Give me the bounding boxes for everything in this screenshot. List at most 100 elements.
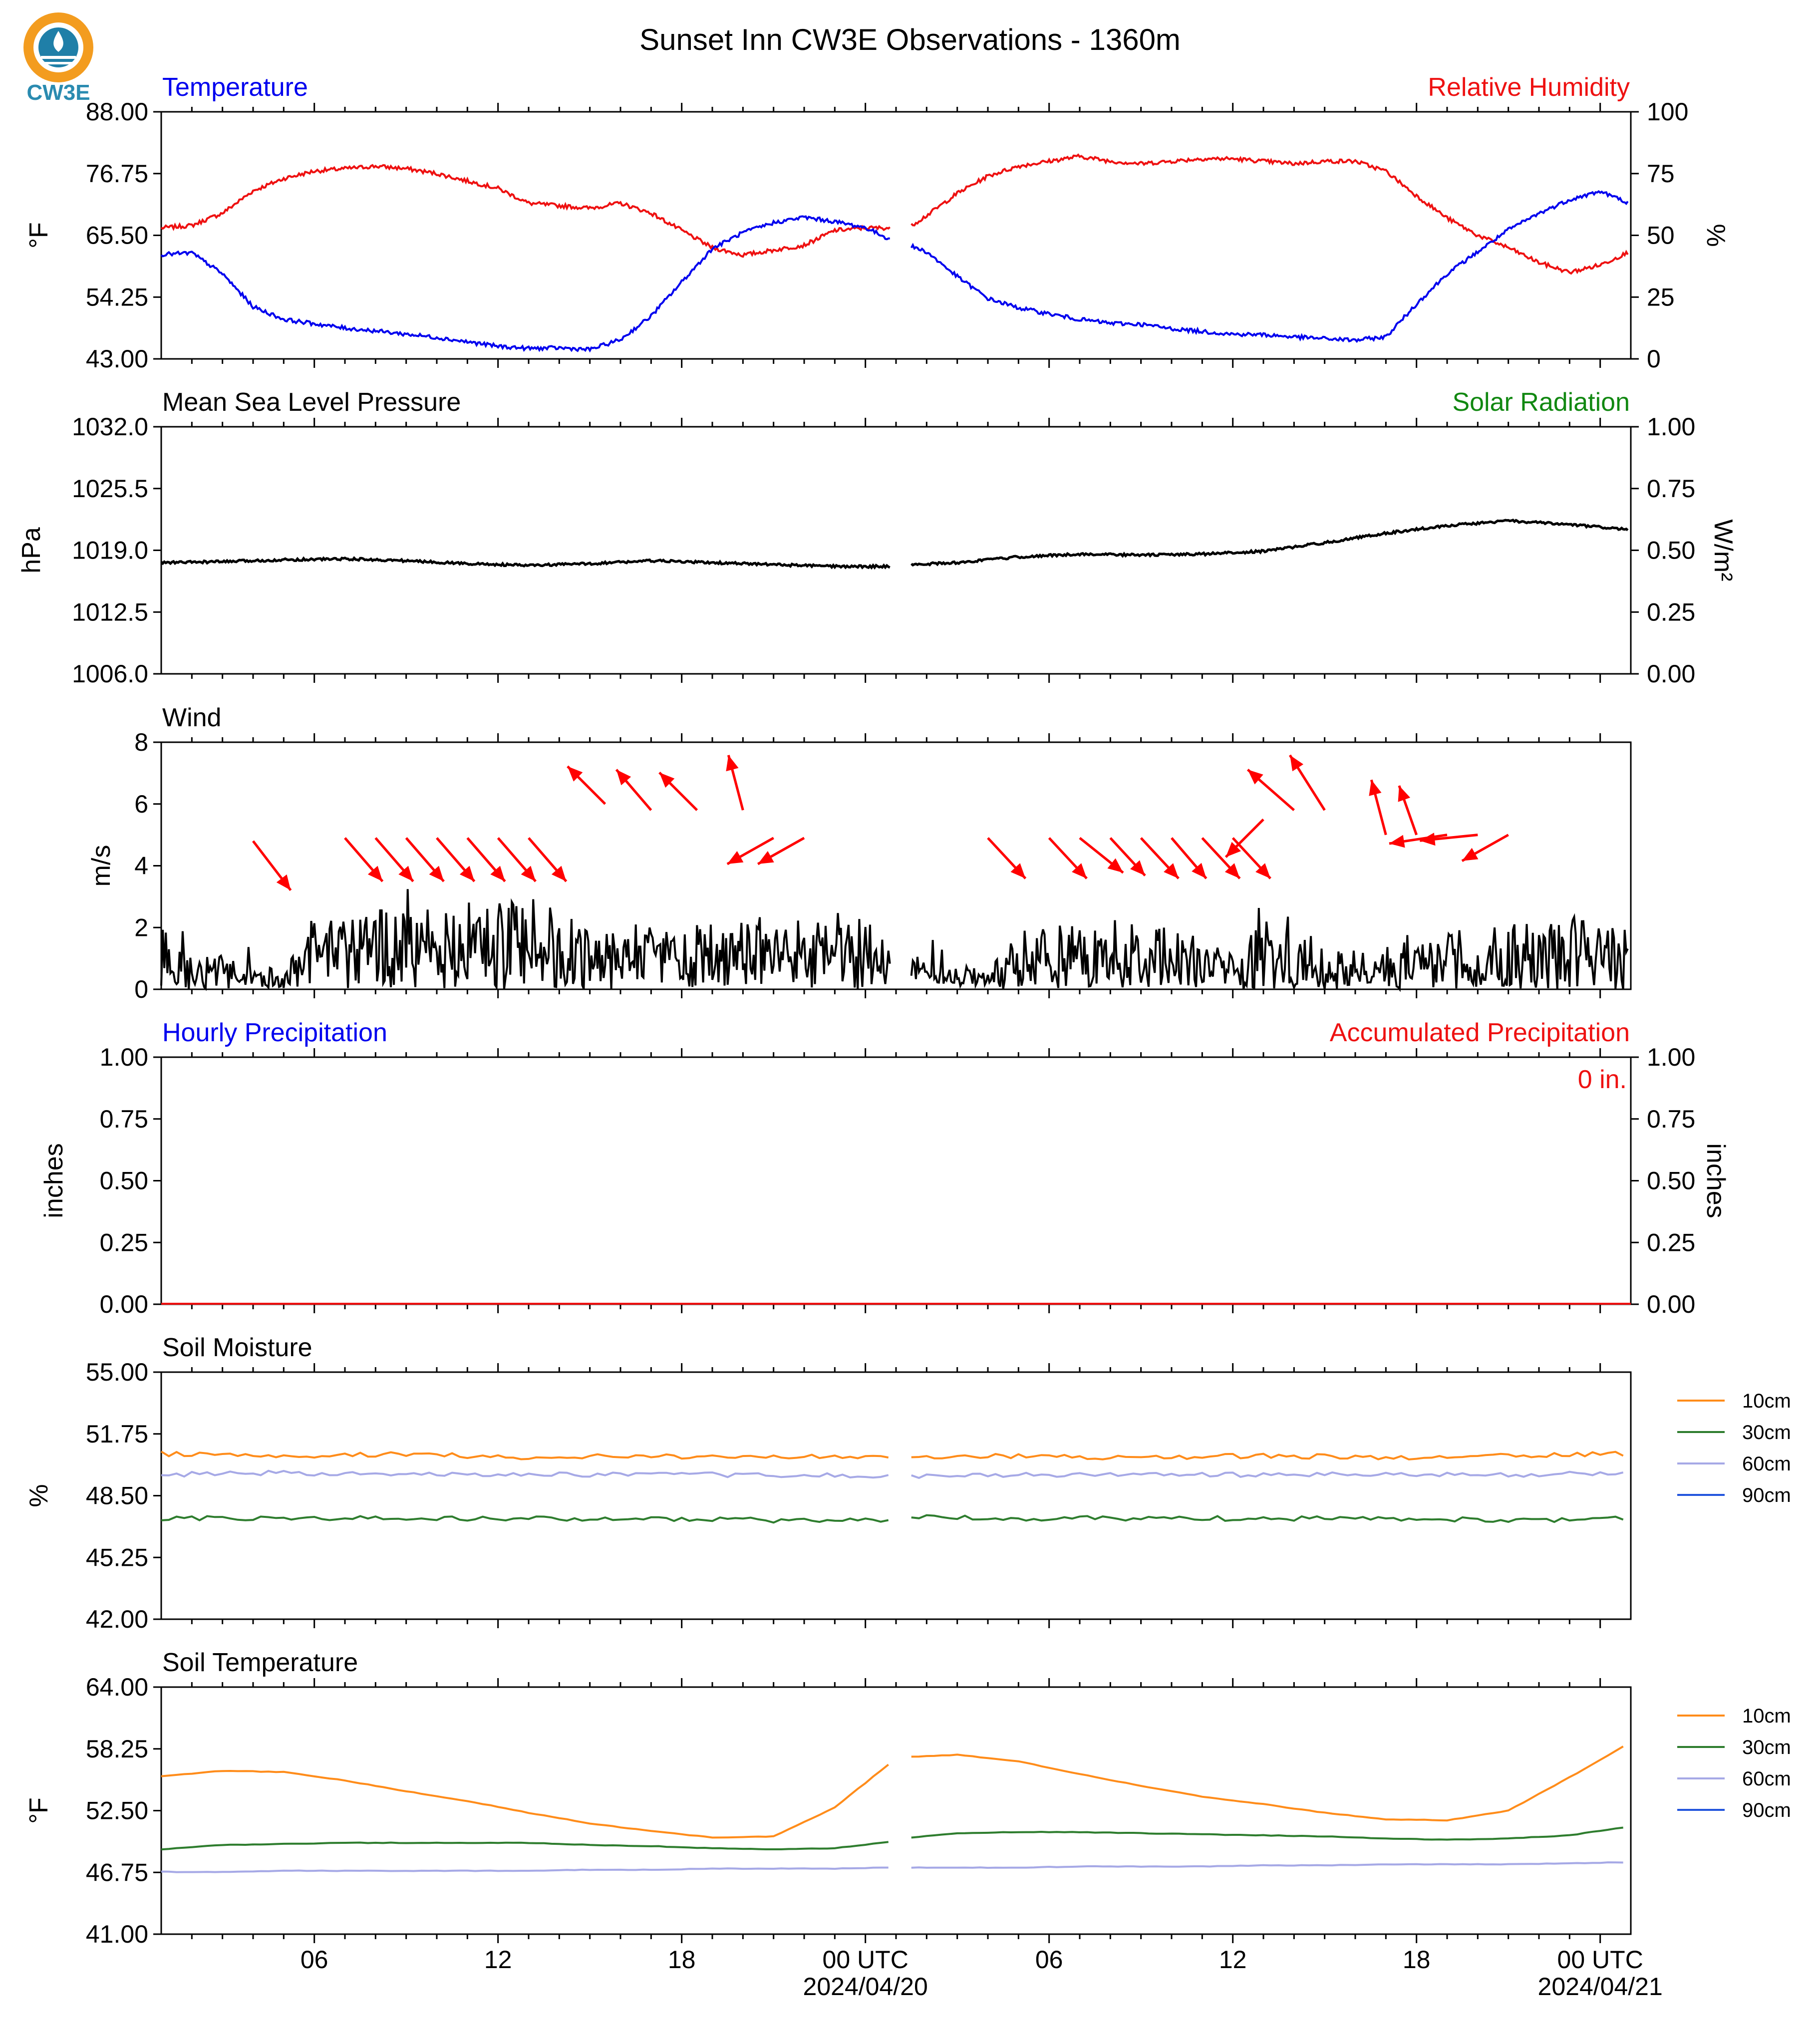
wind-direction-arrow-icon [1079, 837, 1124, 874]
wind-arrow-head [567, 766, 583, 782]
panel-frame [160, 111, 1632, 360]
wind-arrow-head [429, 866, 444, 881]
humidity-line [160, 153, 1629, 275]
y-tick-label-left: 4 [134, 852, 148, 880]
panel-title-left: Temperature [162, 73, 308, 102]
wind-direction-arrow-icon [252, 840, 292, 891]
wind-arrow-head [1224, 863, 1240, 878]
y-axis-label-left: hPa [17, 527, 46, 574]
wind-arrow-head [727, 851, 744, 864]
y-tick-label-left: 46.75 [86, 1858, 148, 1886]
y-tick-label-right: 50 [1647, 222, 1675, 250]
panel-title-left: Hourly Precipitation [162, 1018, 387, 1047]
wind-direction-arrow-icon [567, 765, 607, 805]
wind-direction-arrow-icon [987, 837, 1027, 879]
wind-arrow-head [1369, 780, 1382, 796]
wind-arrow-head [1389, 835, 1405, 848]
y-axis-label-right: inches [1701, 1143, 1730, 1218]
y-tick-label-right: 1.00 [1647, 413, 1695, 441]
y-tick-label-left: 51.75 [86, 1420, 148, 1448]
soil-line-60cm [161, 1861, 1623, 1873]
wind-arrow-head [1107, 858, 1123, 873]
y-tick-label-right: 0.75 [1647, 475, 1695, 503]
date-label: 2024/04/20 [803, 1973, 928, 2001]
y-tick-label-left: 58.25 [86, 1735, 148, 1763]
logo-text: CW3E [26, 80, 90, 105]
wind-arrow-head [1192, 863, 1207, 878]
y-tick-label-left: 1032.0 [72, 413, 148, 441]
legend-label: 60cm [1742, 1768, 1791, 1790]
panel-frame [160, 1686, 1632, 1935]
x-tick-label: 12 [484, 1946, 512, 1974]
y-tick-label-left: 1006.0 [72, 660, 148, 688]
wind-arrow-head [1010, 863, 1026, 878]
panel-title-left: Mean Sea Level Pressure [162, 388, 461, 417]
y-tick-label-left: 1019.0 [72, 537, 148, 565]
panel-frame [160, 1056, 1632, 1305]
y-tick-label-left: 54.25 [86, 283, 148, 311]
soil-line-60cm [161, 1469, 1624, 1479]
panel-soil_moisture: 42.00 45.25 48.50 51.75 55.00 Soil Moisture% 1… [24, 1333, 1791, 1633]
x-tick-label: 18 [668, 1946, 696, 1974]
panel-precipitation: 0.00 0.25 0.50 0.75 1.00 0.00 0.25 0.50 0.75 1.00… [39, 1018, 1730, 1318]
wind-direction-arrow-icon [726, 837, 774, 866]
y-tick-label-left: 42.00 [86, 1605, 148, 1633]
panel-pressure_solar: 1006.0 1012.5 1019.0 1025.5 1032.0 0.00 0.25 0.… [17, 388, 1738, 688]
panel-temperature_humidity: 43.00 54.25 65.50 76.75 88.00 0 25 50 75 100 Tempe… [24, 73, 1730, 373]
wind-direction-arrow-icon [1420, 833, 1478, 846]
y-tick-label-left: 6 [134, 790, 148, 818]
x-tick-label: 18 [1403, 1946, 1431, 1974]
x-tick-label: 06 [301, 1946, 328, 1974]
wind-arrow-head [1225, 842, 1241, 858]
wind-arrow-head [1462, 848, 1479, 861]
y-tick-label-left: 52.50 [86, 1797, 148, 1825]
panels: 43.00 54.25 65.50 76.75 88.00 0 25 50 75 100 Tempe… [17, 73, 1791, 1948]
panel-title-left: Soil Temperature [162, 1648, 358, 1677]
panel-frame [160, 1371, 1632, 1620]
soil-line-30cm [161, 1826, 1623, 1851]
wind-direction-arrow-icon [1398, 785, 1418, 836]
wind-direction-arrow-icon [615, 769, 652, 811]
y-tick-label-right: 1.00 [1647, 1043, 1695, 1071]
panel-title-left: Soil Moisture [162, 1333, 312, 1362]
wind-arrow-head [726, 755, 739, 772]
accumulated-total-annotation: 0 in. [1578, 1065, 1627, 1094]
panel-title-right: Accumulated Precipitation [1330, 1018, 1630, 1047]
wind-arrow-head [551, 866, 567, 881]
legend-label: 30cm [1742, 1737, 1791, 1758]
y-tick-label-right: 75 [1647, 160, 1675, 188]
y-tick-label-left: 0.75 [100, 1105, 148, 1133]
x-tick-label: 00 UTC [1557, 1946, 1643, 1974]
panel-title-right: Relative Humidity [1428, 73, 1630, 102]
wind-arrow-head [1420, 833, 1436, 846]
logo-wave-2 [44, 62, 73, 64]
y-tick-label-right: 0 [1647, 345, 1661, 373]
panel-frame [160, 426, 1632, 675]
wind-arrow-head [490, 866, 505, 881]
y-tick-label-left: 48.50 [86, 1482, 148, 1510]
y-tick-label-left: 55.00 [86, 1358, 148, 1386]
wind-direction-arrow-icon [757, 837, 805, 866]
wind-direction-arrow-icon [1109, 837, 1146, 876]
wind-arrow-head [659, 772, 675, 788]
panel-title-left: Wind [162, 703, 221, 732]
x-tick-label: 06 [1035, 1946, 1063, 1974]
panel-soil_temperature: 41.00 46.75 52.50 58.25 64.00 Soil Temperatur… [24, 1648, 1791, 1948]
y-tick-label-left: 1025.5 [72, 475, 148, 503]
legend: 10cm 30cm 60cm 90cm [1677, 1390, 1791, 1506]
figure-title: Sunset Inn CW3E Observations - 1360m [639, 23, 1181, 56]
wind-arrow-head [398, 866, 413, 881]
y-tick-label-right: 0.00 [1647, 660, 1695, 688]
wind-arrow-head [1247, 769, 1263, 785]
y-tick-label-left: 65.50 [86, 222, 148, 250]
y-axis-label-right: % [1701, 224, 1730, 247]
date-label: 2024/04/21 [1538, 1973, 1663, 2001]
wind-direction-arrow-icon [1048, 837, 1088, 879]
wind-arrow-head [1072, 863, 1087, 878]
y-tick-label-left: 41.00 [86, 1920, 148, 1948]
wind-direction-arrow-icon [1201, 837, 1241, 879]
soil-line-10cm [161, 1745, 1624, 1839]
wind-direction-arrow-icon [1389, 834, 1448, 848]
